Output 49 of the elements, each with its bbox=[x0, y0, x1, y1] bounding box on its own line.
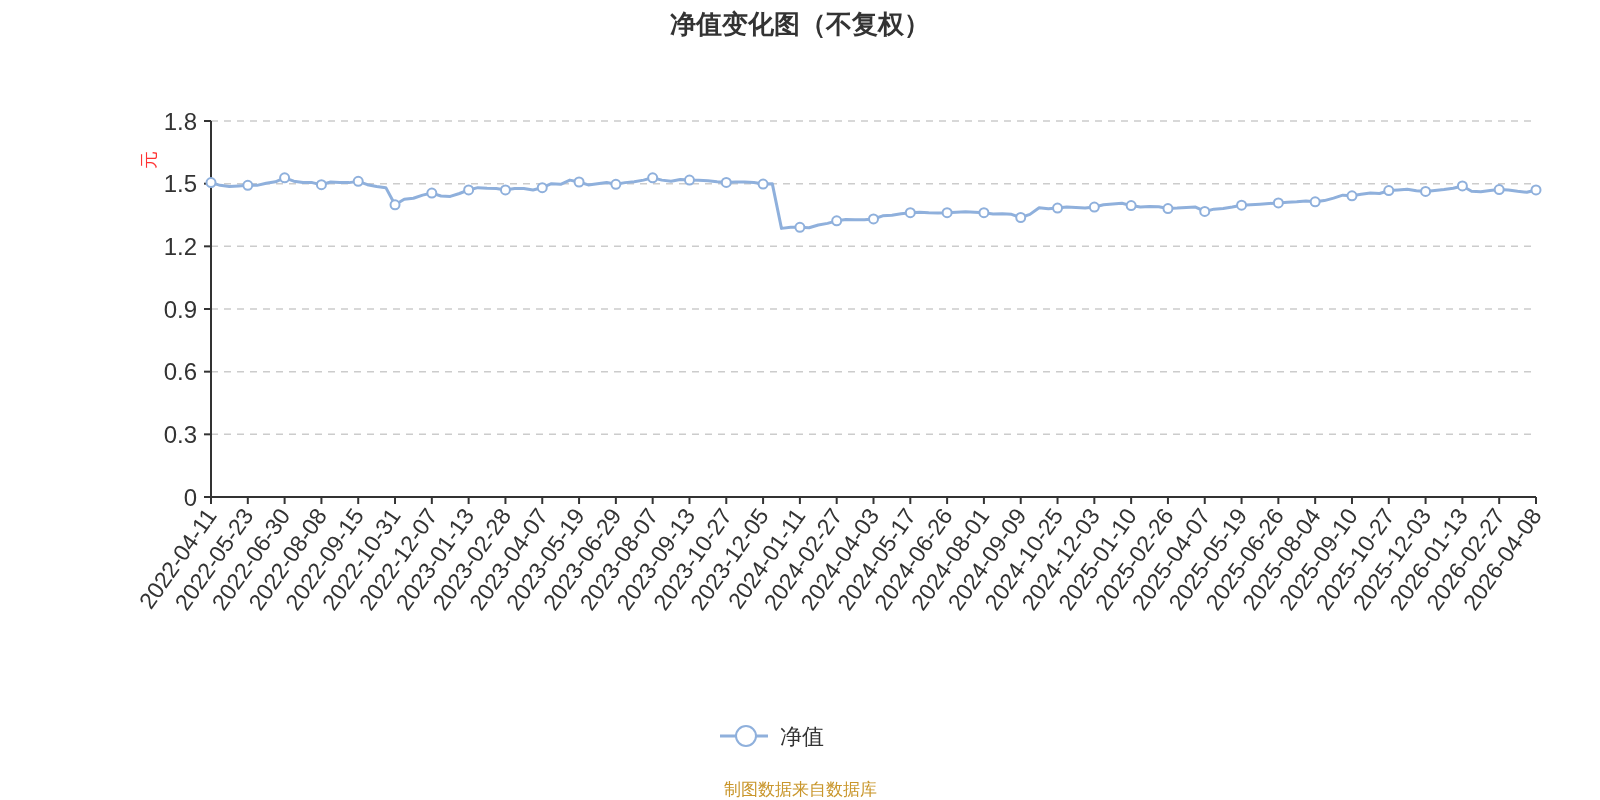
point bbox=[573, 176, 585, 188]
point bbox=[205, 177, 217, 189]
point bbox=[683, 174, 695, 186]
point bbox=[1199, 205, 1211, 217]
y-tick-label: 0.3 bbox=[163, 420, 197, 448]
point bbox=[831, 215, 843, 227]
point bbox=[499, 184, 511, 196]
point bbox=[1015, 212, 1027, 224]
point bbox=[315, 179, 327, 191]
point bbox=[1420, 185, 1432, 197]
point bbox=[1530, 184, 1542, 196]
legend: 净值 bbox=[720, 723, 824, 749]
point bbox=[1088, 201, 1100, 213]
point bbox=[1346, 190, 1358, 202]
point bbox=[536, 182, 548, 194]
point bbox=[1162, 203, 1174, 215]
point bbox=[1493, 184, 1505, 196]
y-tick-label: 1.8 bbox=[163, 107, 197, 135]
legend-label: 净值 bbox=[780, 723, 824, 749]
point bbox=[1383, 185, 1395, 197]
y-tick-label: 0.6 bbox=[163, 358, 197, 386]
point bbox=[941, 207, 953, 219]
text: 制图数据来自数据库 bbox=[723, 779, 877, 799]
y-tick-label: 0.9 bbox=[163, 295, 197, 323]
point bbox=[904, 207, 916, 219]
point bbox=[1272, 197, 1284, 209]
point bbox=[720, 176, 732, 188]
chart-title: 净值变化图（不复权） bbox=[670, 9, 930, 39]
point bbox=[1309, 196, 1321, 208]
point bbox=[279, 172, 291, 184]
point bbox=[1052, 202, 1064, 214]
point bbox=[1236, 199, 1248, 211]
y-axis-title: 元 bbox=[139, 151, 159, 169]
point bbox=[757, 178, 769, 190]
y-tick-label: 0 bbox=[183, 483, 197, 511]
point bbox=[610, 178, 622, 190]
point bbox=[352, 175, 364, 187]
point bbox=[868, 213, 879, 225]
point bbox=[647, 172, 659, 184]
point bbox=[426, 187, 438, 199]
point bbox=[1456, 180, 1468, 192]
y-tick-label: 1.5 bbox=[163, 170, 197, 198]
point bbox=[794, 221, 806, 233]
point bbox=[242, 179, 254, 191]
point bbox=[389, 199, 401, 211]
point bbox=[978, 207, 990, 219]
point bbox=[463, 184, 475, 196]
point bbox=[1125, 200, 1137, 212]
y-tick-label: 1.2 bbox=[163, 232, 197, 260]
